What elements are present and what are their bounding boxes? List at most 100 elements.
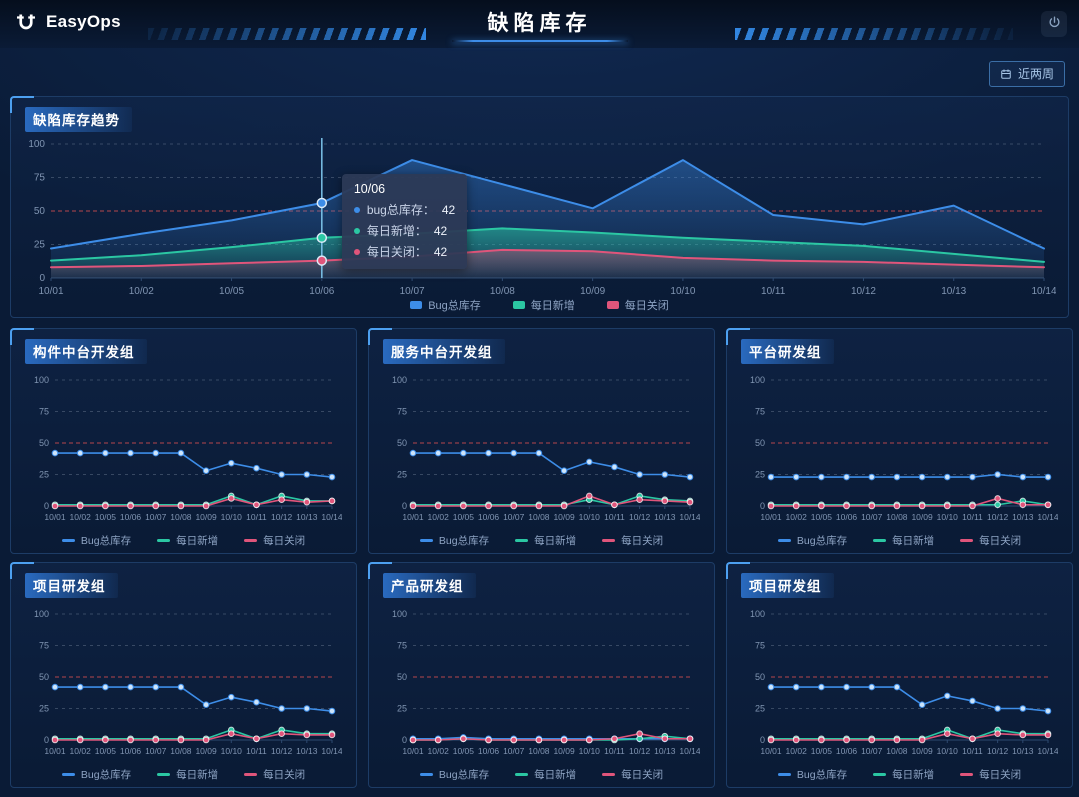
legend-item-0[interactable]: Bug总库存	[777, 767, 847, 782]
y-tick-label: 75	[397, 407, 407, 417]
legend-item-2[interactable]: 每日关闭	[602, 767, 663, 782]
legend-item-0[interactable]: Bug总库存	[777, 533, 847, 548]
power-button[interactable]	[1041, 11, 1067, 37]
x-tick-label: 10/12	[271, 512, 293, 522]
legend-marker	[960, 773, 974, 776]
data-point	[303, 705, 311, 712]
group-chart-panel: 项目研发组 0 25 50 75 100 10/01 10/02 10/05 10/06 10/0…	[10, 562, 357, 788]
series-line-0	[412, 452, 691, 478]
legend-item-0[interactable]: Bug总库存	[419, 533, 489, 548]
y-tick-label: 100	[392, 609, 407, 619]
main-chart-panel: 缺陷库存趋势 0 25 50 75 100 10/01 10/02 10/05 10/06 10/…	[10, 96, 1069, 318]
x-tick-label: 10/12	[851, 286, 876, 296]
tooltip-label: 每日关闭：	[366, 245, 427, 259]
group-chart[interactable]: 0 25 50 75 100 10/01 10/02 10/05 10/06 10/07 10/08…	[25, 602, 342, 782]
y-tick-label: 75	[39, 407, 49, 417]
trend-chart[interactable]: 0 25 50 75 100 10/01 10/02 10/05 10/06 10/07 10/08…	[25, 136, 1056, 313]
data-point	[535, 736, 543, 744]
x-tick-label: 10/07	[400, 286, 425, 296]
legend-item-0[interactable]: Bug总库存	[419, 767, 489, 782]
x-tick-label: 10/10	[221, 746, 243, 756]
data-point	[994, 471, 1001, 478]
data-point	[202, 736, 210, 744]
data-point	[102, 502, 109, 510]
legend-marker	[512, 301, 525, 309]
legend-item-2[interactable]: 每日关闭	[244, 533, 305, 548]
legend-item-0[interactable]: Bug总库存	[61, 533, 131, 548]
panel-title: 服务中台开发组	[383, 339, 505, 364]
legend-item-2[interactable]: 每日关闭	[602, 533, 663, 548]
legend-item-0[interactable]: Bug总库存	[410, 297, 481, 313]
data-point	[152, 683, 160, 691]
legend-item-2[interactable]: 每日关闭	[244, 767, 305, 782]
x-tick-label: 10/06	[478, 512, 500, 522]
panel-title: 产品研发组	[383, 573, 476, 598]
data-point	[686, 498, 694, 506]
data-point	[636, 730, 643, 737]
data-point	[767, 473, 775, 481]
y-tick-label: 0	[39, 273, 45, 284]
data-point	[918, 473, 926, 481]
legend-item-1[interactable]: 每日新增	[515, 533, 576, 548]
group-chart[interactable]: 0 25 50 75 100 10/01 10/02 10/05 10/06 10/07 10/08…	[741, 368, 1058, 548]
x-tick-label: 10/01	[760, 746, 782, 756]
legend-item-1[interactable]: 每日新增	[157, 767, 218, 782]
y-tick-label: 50	[755, 438, 765, 448]
legend-marker	[777, 539, 791, 542]
x-tick-label: 10/11	[604, 746, 625, 756]
data-point	[818, 683, 825, 691]
x-tick-label: 10/02	[428, 512, 450, 522]
data-point	[868, 683, 876, 691]
y-tick-label: 25	[755, 470, 765, 480]
legend-item-2[interactable]: 每日关闭	[960, 767, 1021, 782]
data-point	[76, 449, 84, 457]
group-chart[interactable]: 0 25 50 75 100 10/01 10/02 10/05 10/06 10/07 10/08…	[383, 368, 700, 548]
x-tick-label: 10/05	[219, 286, 244, 296]
panel-title: 项目研发组	[25, 573, 118, 598]
date-range-button[interactable]: 近两周	[988, 61, 1065, 87]
x-tick-label: 10/07	[503, 512, 525, 522]
data-point	[868, 473, 876, 481]
decorative-stripes-right	[735, 28, 1013, 40]
x-tick-label: 10/09	[911, 512, 933, 522]
legend-item-2[interactable]: 每日关闭	[606, 297, 669, 313]
legend-item-1[interactable]: 每日新增	[873, 533, 934, 548]
x-tick-label: 10/14	[321, 746, 342, 756]
y-tick-label: 25	[34, 240, 46, 251]
chart-tooltip: 10/06 bug总库存： 42 每日新增： 42 每日关闭： 42	[341, 174, 468, 269]
data-point	[76, 683, 84, 691]
data-point	[510, 502, 518, 510]
header: EasyOps 缺陷库存	[0, 0, 1079, 48]
y-tick-label: 100	[392, 375, 407, 385]
group-chart[interactable]: 0 25 50 75 100 10/01 10/02 10/05 10/06 10/07 10/08…	[741, 602, 1058, 782]
legend-marker	[419, 539, 433, 542]
x-tick-label: 10/13	[1012, 746, 1034, 756]
group-chart[interactable]: 0 25 50 75 100 10/01 10/02 10/05 10/06 10/07 10/08…	[383, 602, 700, 782]
series-line-0	[54, 686, 333, 712]
legend-marker	[157, 773, 171, 776]
legend-item-2[interactable]: 每日关闭	[960, 533, 1021, 548]
brand: EasyOps	[14, 10, 121, 34]
legend-item-0[interactable]: Bug总库存	[61, 767, 131, 782]
x-tick-label: 10/14	[1031, 286, 1056, 296]
data-point	[1044, 473, 1052, 481]
legend-item-1[interactable]: 每日新增	[157, 533, 218, 548]
y-tick-label: 25	[397, 470, 407, 480]
legend-item-1[interactable]: 每日新增	[512, 297, 575, 313]
legend-item-1[interactable]: 每日新增	[873, 767, 934, 782]
legend-item-1[interactable]: 每日新增	[515, 767, 576, 782]
data-point	[560, 736, 568, 744]
data-point	[969, 697, 976, 705]
x-tick-label: 10/08	[528, 512, 550, 522]
y-tick-label: 50	[397, 672, 407, 682]
legend-label: 每日新增	[176, 769, 219, 781]
series-line-1	[412, 495, 691, 506]
group-chart[interactable]: 0 25 50 75 100 10/01 10/02 10/05 10/06 10/07 10/08…	[25, 368, 342, 548]
